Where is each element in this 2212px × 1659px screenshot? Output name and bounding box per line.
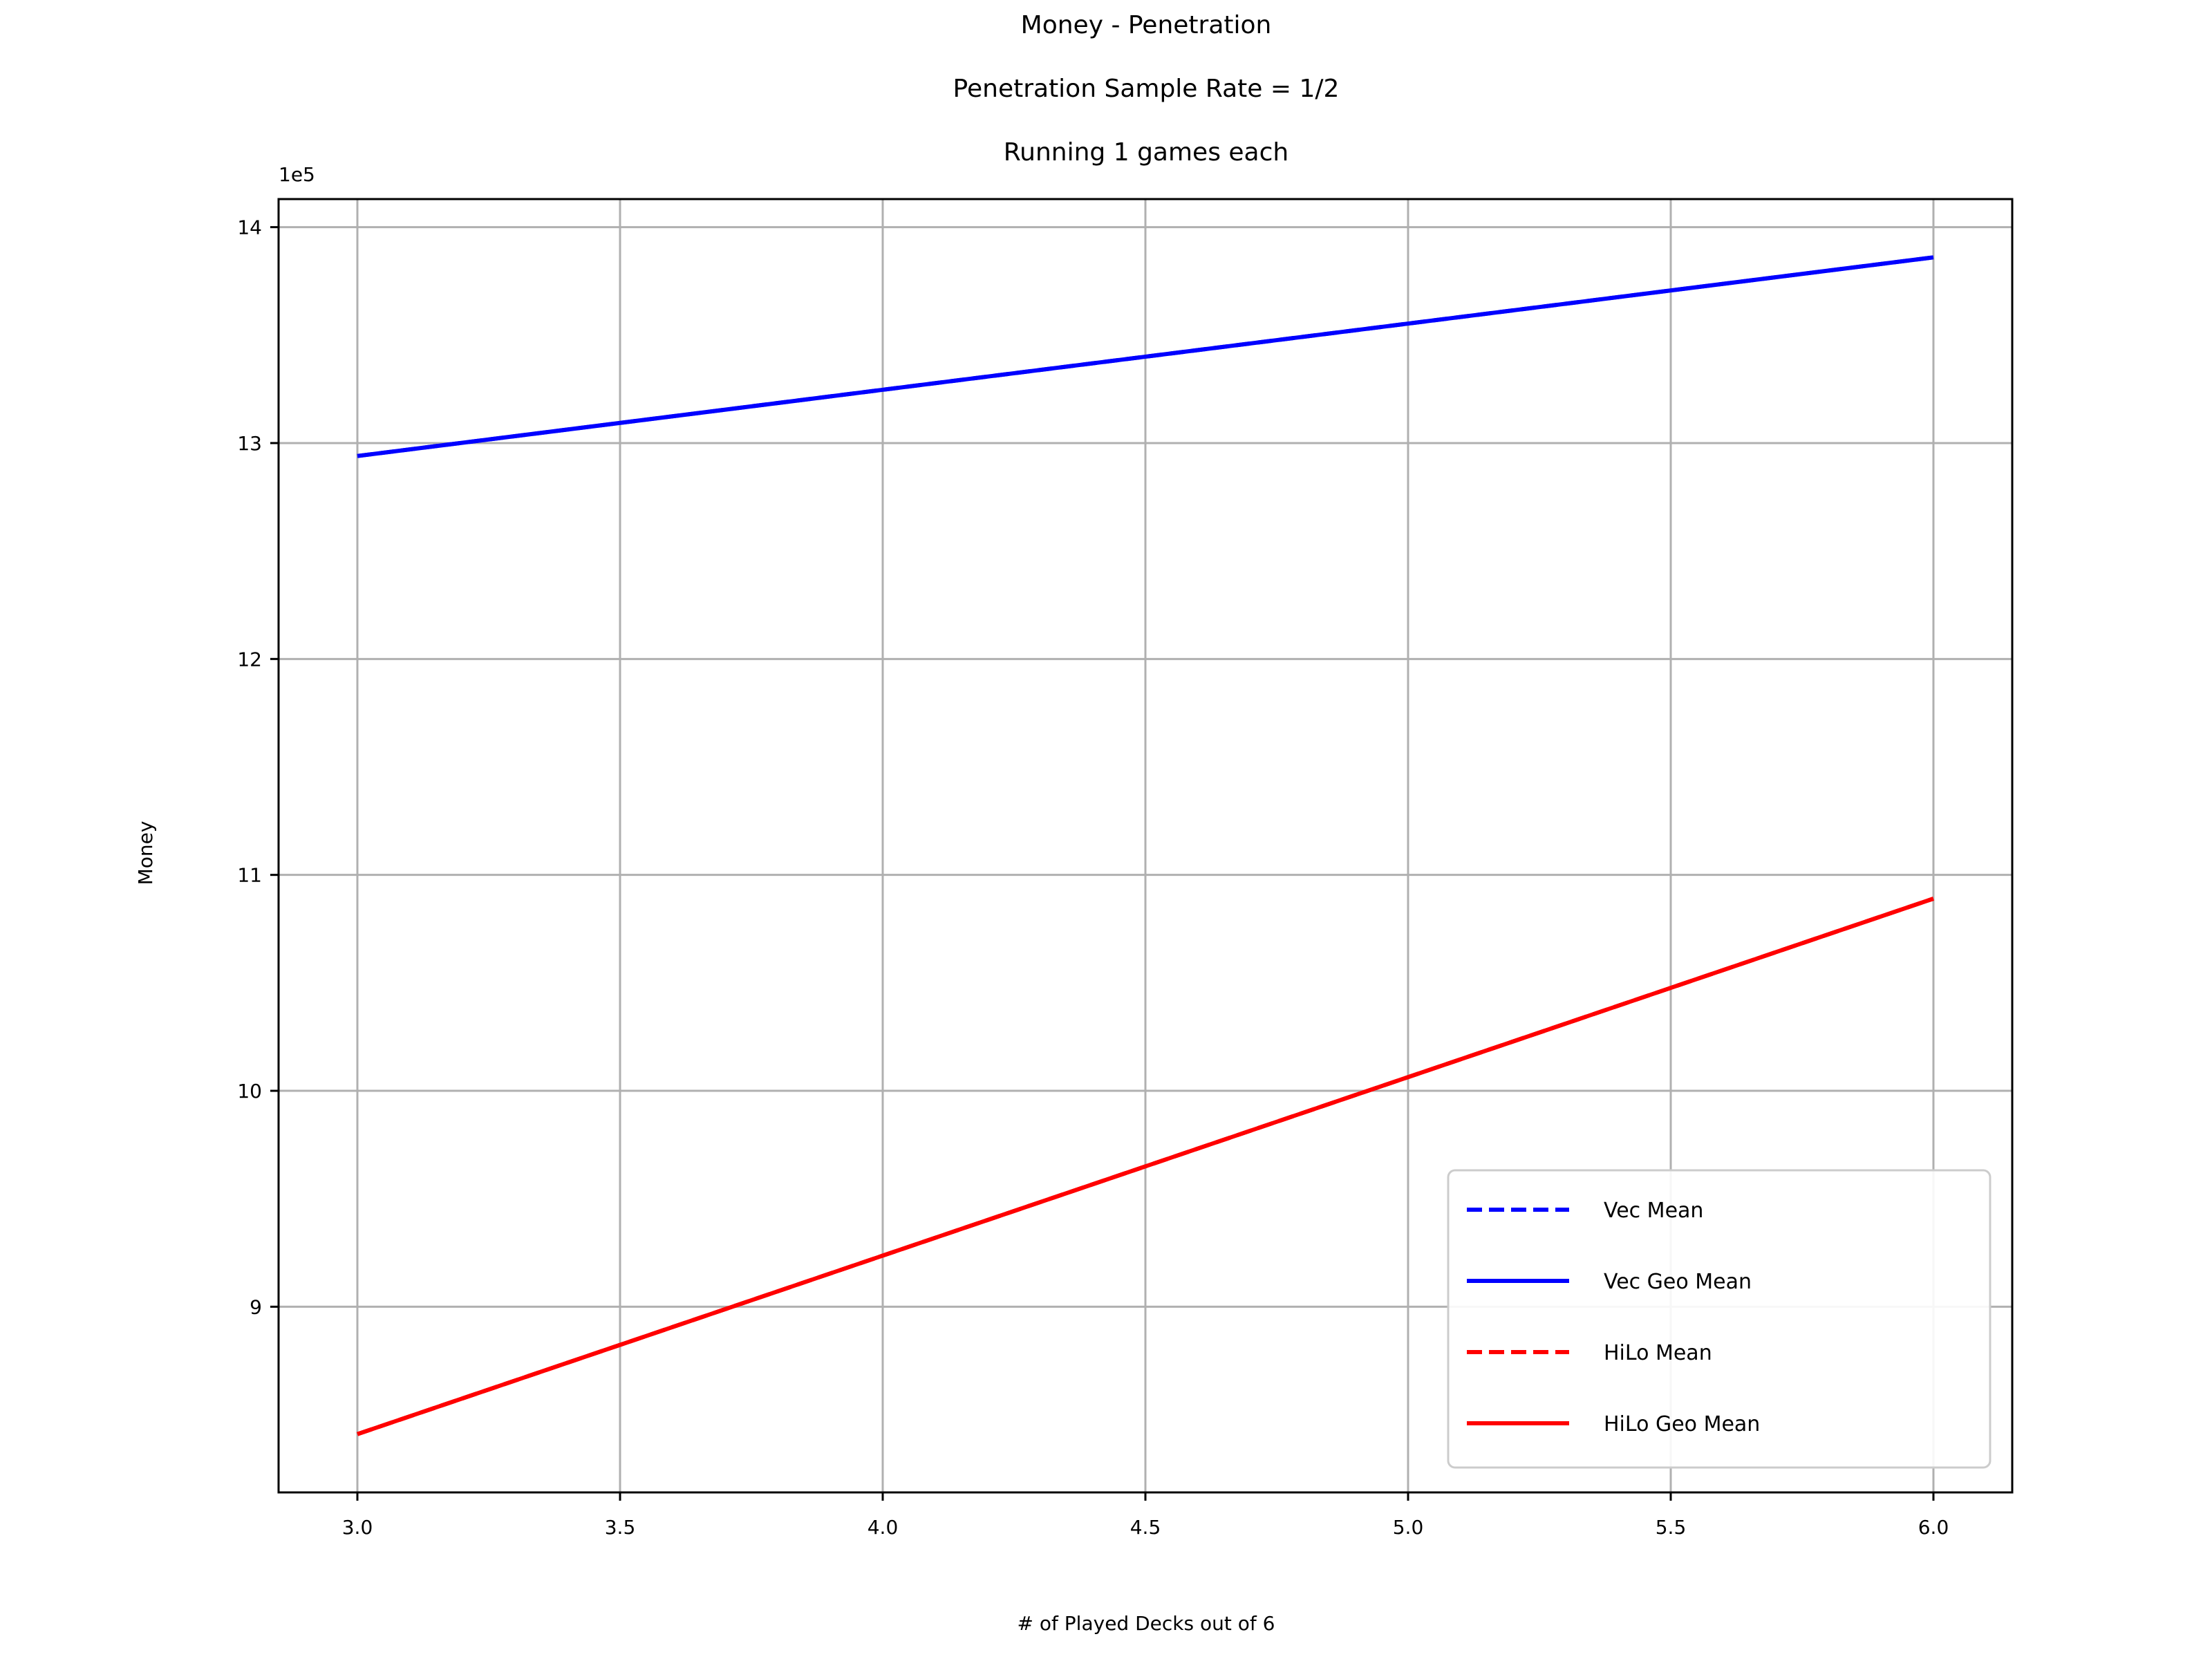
y-tick-label: 11 — [237, 864, 262, 887]
x-axis: 3.0 3.5 4.0 4.5 5.0 5.5 6.0 — [342, 1492, 1949, 1539]
y-axis: 9 10 11 12 13 14 — [237, 216, 279, 1318]
chart-title: Money - Penetration Penetration Sample R… — [953, 11, 1340, 167]
legend-label: Vec Mean — [1604, 1199, 1703, 1223]
legend-frame — [1447, 1169, 1991, 1469]
chart-title-line-3: Running 1 games each — [1004, 138, 1288, 167]
x-tick-label: 3.0 — [342, 1516, 373, 1539]
series-line-hilo-geo-mean — [357, 897, 1934, 1436]
y-offset-text: 1e5 — [279, 163, 315, 186]
y-tick-label: 10 — [237, 1080, 262, 1103]
y-tick-label: 12 — [237, 648, 262, 671]
x-tick-label: 5.0 — [1393, 1516, 1424, 1539]
x-tick-label: 3.5 — [605, 1516, 636, 1539]
x-tick-label: 4.0 — [868, 1516, 899, 1539]
x-tick-label: 5.5 — [1656, 1516, 1687, 1539]
legend-label: Vec Geo Mean — [1604, 1270, 1752, 1294]
legend: Vec Mean Vec Geo Mean HiLo Mean HiLo Geo Me… — [1447, 1169, 1991, 1469]
chart-title-line-2: Penetration Sample Rate = 1/2 — [953, 75, 1340, 103]
legend-label: HiLo Mean — [1604, 1341, 1712, 1365]
series-lines — [357, 255, 1934, 1436]
y-tick-label: 13 — [237, 432, 262, 455]
x-axis-label: # of Played Decks out of 6 — [1018, 1612, 1275, 1635]
x-tick-label: 4.5 — [1130, 1516, 1161, 1539]
chart-title-line-1: Money - Penetration — [1021, 11, 1272, 39]
y-axis-label: Money — [134, 821, 157, 885]
y-tick-label: 14 — [237, 216, 262, 239]
grid — [279, 199, 2012, 1492]
x-tick-label: 6.0 — [1918, 1516, 1949, 1539]
series-line-vec-geo-mean — [357, 255, 1934, 458]
y-tick-label: 9 — [250, 1295, 262, 1318]
legend-label: HiLo Geo Mean — [1604, 1412, 1760, 1436]
